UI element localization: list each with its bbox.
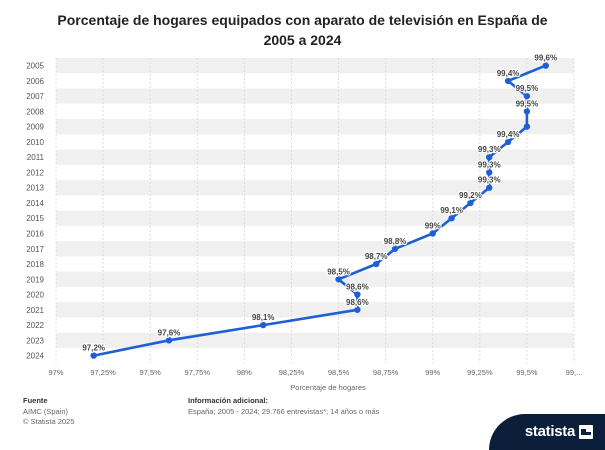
x-tick-label: 98,75% bbox=[373, 368, 399, 377]
row-band bbox=[56, 332, 574, 348]
x-tick-label: 99% bbox=[425, 368, 440, 377]
y-tick-label: 2022 bbox=[26, 321, 44, 330]
y-tick-label: 2014 bbox=[26, 199, 44, 208]
y-tick-label: 2006 bbox=[26, 77, 44, 86]
data-point bbox=[335, 276, 342, 283]
row-band bbox=[56, 88, 574, 104]
data-point bbox=[523, 108, 531, 115]
data-point bbox=[486, 169, 493, 176]
y-tick-label: 2005 bbox=[26, 62, 44, 71]
data-label: 98,8% bbox=[384, 237, 407, 246]
data-label: 98,7% bbox=[365, 252, 388, 261]
row-band bbox=[56, 119, 574, 135]
source-line-1: AIMC (Spain) bbox=[23, 407, 69, 416]
statista-brand[interactable]: statista bbox=[489, 414, 605, 450]
y-tick-label: 2015 bbox=[26, 214, 44, 223]
data-point bbox=[467, 199, 474, 207]
data-point bbox=[260, 321, 267, 329]
data-label: 99,1% bbox=[440, 206, 463, 215]
data-point bbox=[429, 230, 436, 237]
y-tick-label: 2023 bbox=[26, 336, 44, 345]
data-point bbox=[165, 337, 173, 344]
y-tick-label: 2020 bbox=[26, 291, 44, 300]
row-band bbox=[56, 149, 574, 165]
data-label: 99,6% bbox=[534, 54, 557, 63]
data-label: 98,5% bbox=[327, 267, 350, 276]
x-tick-label: 99,25% bbox=[467, 368, 493, 377]
x-tick-label: 99,5% bbox=[516, 368, 538, 377]
data-label: 98,1% bbox=[252, 313, 275, 322]
y-tick-label: 2008 bbox=[26, 107, 44, 116]
data-label: 97,2% bbox=[82, 344, 105, 353]
data-point bbox=[523, 92, 531, 100]
data-label: 99% bbox=[425, 221, 441, 230]
data-label: 99,3% bbox=[478, 176, 501, 185]
source-line-2: © Statista 2025 bbox=[23, 417, 75, 426]
data-point bbox=[448, 215, 455, 222]
data-label: 99,2% bbox=[459, 191, 482, 200]
data-point bbox=[373, 260, 380, 268]
y-tick-label: 2009 bbox=[26, 123, 44, 132]
y-tick-label: 2011 bbox=[27, 153, 45, 162]
x-tick-label: 98,25% bbox=[279, 368, 305, 377]
y-tick-label: 2024 bbox=[26, 352, 44, 361]
row-band bbox=[56, 58, 574, 74]
y-tick-label: 2016 bbox=[26, 229, 44, 238]
data-label: 99,5% bbox=[516, 84, 539, 93]
statista-logo-icon bbox=[579, 425, 593, 439]
data-label: 98,6% bbox=[346, 283, 369, 292]
y-tick-label: 2012 bbox=[26, 168, 44, 177]
y-tick-label: 2021 bbox=[26, 306, 44, 315]
data-point bbox=[504, 138, 512, 146]
statista-wordmark: statista bbox=[524, 423, 575, 440]
x-tick-label: 97,25% bbox=[90, 368, 116, 377]
data-label: 99,3% bbox=[478, 145, 501, 154]
data-point bbox=[391, 245, 399, 252]
info-heading: Información adicional: bbox=[188, 396, 269, 405]
data-point bbox=[504, 77, 512, 85]
data-point bbox=[354, 291, 361, 298]
data-label: 99,5% bbox=[516, 99, 539, 108]
info-text: España; 2005 - 2024; 29.766 entrevistas*… bbox=[188, 407, 380, 416]
data-point bbox=[486, 184, 493, 191]
row-band bbox=[56, 210, 574, 226]
x-tick-label: 99,... bbox=[566, 368, 583, 377]
x-tick-label: 97,5% bbox=[140, 368, 162, 377]
data-label: 99,4% bbox=[497, 69, 520, 78]
x-tick-label: 98% bbox=[237, 368, 252, 377]
row-band bbox=[56, 271, 574, 287]
y-tick-label: 2007 bbox=[26, 92, 44, 101]
chart-title: Porcentaje de hogares equipados con apar… bbox=[57, 12, 548, 48]
data-label: 97,6% bbox=[158, 328, 181, 337]
source-heading: Fuente bbox=[23, 396, 48, 405]
row-band bbox=[56, 180, 574, 196]
y-tick-label: 2010 bbox=[26, 138, 44, 147]
y-tick-label: 2018 bbox=[26, 260, 44, 269]
data-point bbox=[523, 123, 531, 130]
data-label: 99,3% bbox=[478, 160, 501, 169]
data-point bbox=[354, 306, 361, 313]
row-band bbox=[56, 302, 574, 318]
x-tick-label: 98,5% bbox=[328, 368, 350, 377]
data-label: 99,4% bbox=[497, 130, 520, 139]
y-tick-label: 2019 bbox=[26, 275, 44, 284]
data-point bbox=[542, 62, 549, 69]
x-tick-label: 97% bbox=[48, 368, 63, 377]
data-point bbox=[486, 153, 493, 161]
x-axis-title: Porcentaje de hogares bbox=[290, 383, 366, 392]
x-tick-label: 97,75% bbox=[185, 368, 211, 377]
data-label: 98,6% bbox=[346, 298, 369, 307]
data-point bbox=[90, 352, 97, 359]
y-tick-label: 2013 bbox=[26, 184, 44, 193]
row-band bbox=[56, 241, 574, 257]
y-tick-label: 2017 bbox=[26, 245, 44, 254]
